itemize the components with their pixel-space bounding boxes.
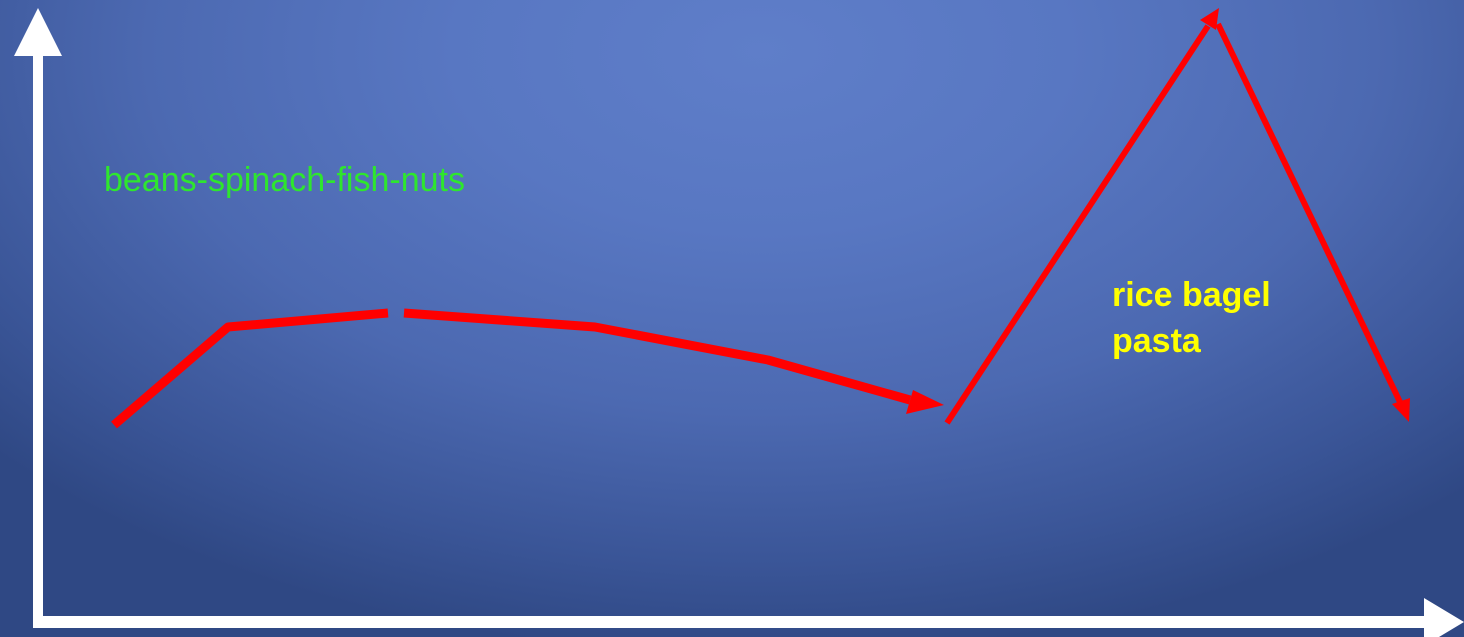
y-axis-arrowhead <box>14 8 62 56</box>
trend-curve <box>111 8 1410 429</box>
axes <box>14 8 1464 637</box>
x-axis-arrowhead <box>1424 598 1464 637</box>
food-group-label-green: beans-spinach-fish-nuts <box>104 161 465 199</box>
spike-down-line <box>1215 22 1403 404</box>
curve-segment-left <box>111 308 389 429</box>
curve-arrowhead-right <box>906 390 944 414</box>
curve-segment-middle <box>403 308 912 405</box>
food-group-label-yellow: rice bagel pasta <box>1112 276 1271 360</box>
spike-up-arrowhead <box>1200 8 1219 30</box>
spike-up-line <box>944 24 1211 425</box>
spike-down-arrowhead <box>1392 398 1410 422</box>
